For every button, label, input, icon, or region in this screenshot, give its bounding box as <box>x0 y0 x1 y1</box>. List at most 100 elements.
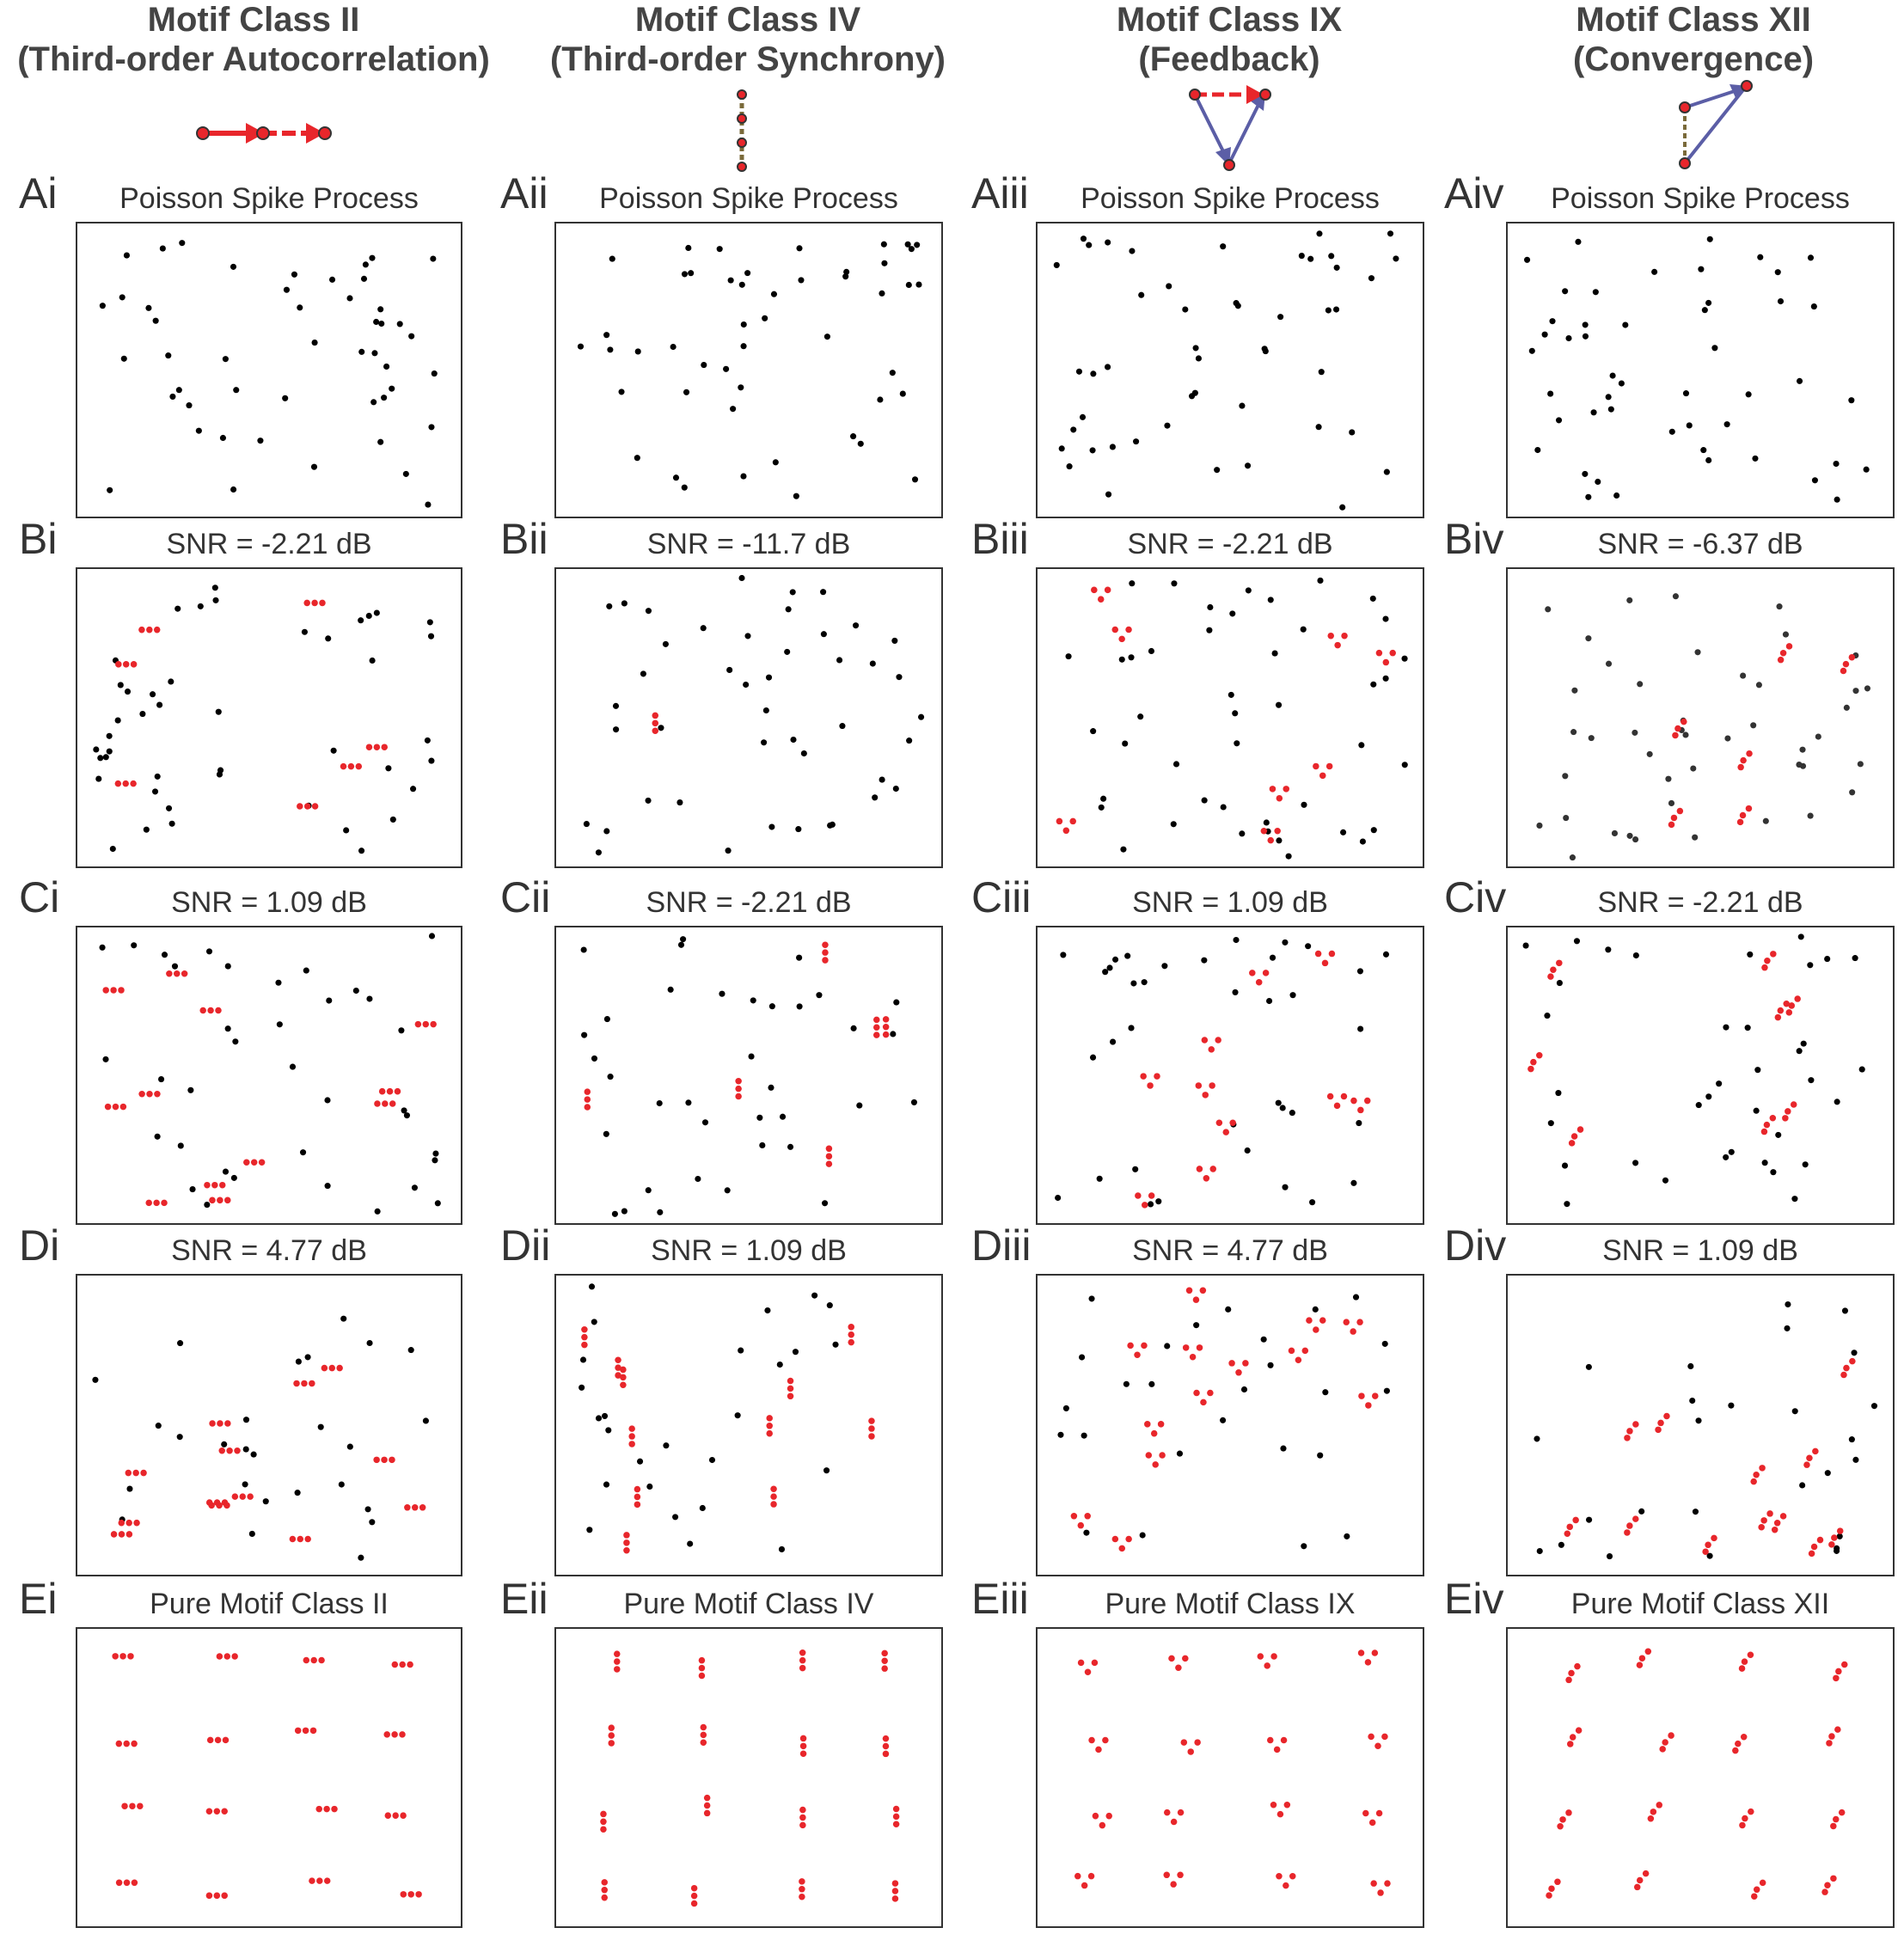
motif-spike <box>378 1087 386 1095</box>
motif-instance <box>1624 1421 1639 1441</box>
background-spike <box>1148 647 1155 655</box>
background-spike <box>1357 1025 1364 1032</box>
background-spike <box>1545 606 1552 613</box>
motif-instance <box>703 1794 711 1817</box>
motif-spike <box>868 1433 875 1440</box>
background-spike <box>262 1498 269 1505</box>
column-header-subtitle: (Third-order Autocorrelation) <box>17 40 490 78</box>
motif-spike <box>873 1031 880 1038</box>
background-spike <box>377 306 384 313</box>
motif-spike <box>1274 828 1281 835</box>
background-spike <box>1098 804 1105 811</box>
background-spike <box>401 1107 407 1114</box>
motif-spike <box>882 1031 890 1038</box>
motif-spike <box>1843 1364 1850 1372</box>
motif-spike <box>1779 650 1787 657</box>
background-spike <box>408 333 415 340</box>
motif-spike <box>1372 1392 1379 1399</box>
motif-spike <box>125 1469 132 1477</box>
background-spike <box>1285 853 1292 860</box>
background-spike <box>872 794 879 801</box>
background-spike <box>1607 406 1614 413</box>
background-spike <box>1229 610 1236 617</box>
motif-instance <box>112 1653 134 1660</box>
motif-instance <box>1350 1097 1371 1114</box>
motif-spike <box>1182 1655 1189 1662</box>
motif-instance <box>698 1656 706 1680</box>
motif-spike <box>1260 828 1268 835</box>
motif-spike <box>1656 1802 1663 1809</box>
motif-spike <box>1761 964 1768 971</box>
motif-instance <box>1228 1360 1249 1376</box>
motif-spike <box>309 1727 317 1735</box>
background-spike <box>1777 297 1785 305</box>
motif-spike <box>1091 1659 1099 1667</box>
motif-spike <box>1170 1881 1177 1888</box>
raster-panel-ci <box>76 926 462 1225</box>
motif-spike <box>1828 1733 1835 1740</box>
background-spike <box>905 281 912 289</box>
motif-spike <box>1144 1421 1151 1428</box>
background-spike <box>1590 409 1597 416</box>
background-spike <box>1723 1154 1730 1160</box>
motif-spike <box>1196 1166 1203 1172</box>
background-spike <box>1060 952 1067 958</box>
background-spike <box>1695 1102 1702 1109</box>
motif-spike <box>1739 811 1747 819</box>
background-spike <box>823 334 830 340</box>
background-spike <box>663 1442 670 1449</box>
motif-spike <box>1766 1510 1773 1517</box>
motif-spike <box>1235 1369 1242 1376</box>
background-spike <box>796 245 803 252</box>
background-spike <box>1289 1110 1295 1117</box>
motif-spike <box>318 1656 325 1664</box>
background-spike <box>744 270 751 277</box>
background-spike <box>1220 243 1227 250</box>
background-spike <box>1541 331 1548 338</box>
motif-spike <box>1572 1516 1579 1524</box>
background-spike <box>914 242 921 248</box>
motif-instance <box>873 1016 880 1038</box>
motif-spike <box>223 1653 231 1660</box>
background-spike <box>798 277 805 284</box>
background-spike <box>1637 681 1644 688</box>
motif-instance <box>303 599 326 607</box>
motif-instance <box>1557 1809 1572 1830</box>
motif-spike <box>1170 1818 1178 1826</box>
motif-spike <box>319 599 326 607</box>
motif-spike <box>1771 1526 1778 1533</box>
background-spike <box>1690 765 1697 772</box>
motif-instance <box>384 1812 407 1819</box>
background-spike <box>1605 946 1612 953</box>
background-spike <box>233 387 240 394</box>
background-spike <box>311 340 318 346</box>
background-spike <box>1632 836 1639 843</box>
motif-spike <box>1215 1037 1221 1044</box>
motif-spike <box>1141 1202 1148 1209</box>
motif-spike <box>1803 1461 1810 1468</box>
panel-title: SNR = -11.7 dB <box>646 528 851 560</box>
motif-spike <box>1189 1353 1197 1361</box>
motif-spike <box>239 1493 247 1500</box>
motif-instance <box>614 1650 621 1673</box>
background-spike <box>843 268 850 275</box>
background-spike <box>1757 254 1764 260</box>
motif-instance <box>1269 786 1290 802</box>
motif-spike <box>1209 1166 1216 1172</box>
motif-spike <box>1208 1046 1215 1053</box>
motif-spike <box>1070 1513 1078 1520</box>
raster-panel-eiii <box>1036 1627 1424 1928</box>
motif-spike <box>1794 995 1801 1002</box>
motif-spike <box>118 1519 126 1527</box>
motif-spike <box>104 1103 112 1111</box>
motif-spike <box>355 762 363 770</box>
background-spike <box>1393 255 1399 262</box>
background-spike <box>1692 1509 1699 1515</box>
motif-spike <box>1257 1653 1264 1660</box>
motif-instance <box>1633 1870 1650 1891</box>
motif-spike <box>126 1519 132 1527</box>
background-spike <box>1317 577 1324 584</box>
motif-instance <box>209 1197 231 1204</box>
motif-spike <box>1341 632 1348 640</box>
background-spike <box>155 1423 162 1429</box>
